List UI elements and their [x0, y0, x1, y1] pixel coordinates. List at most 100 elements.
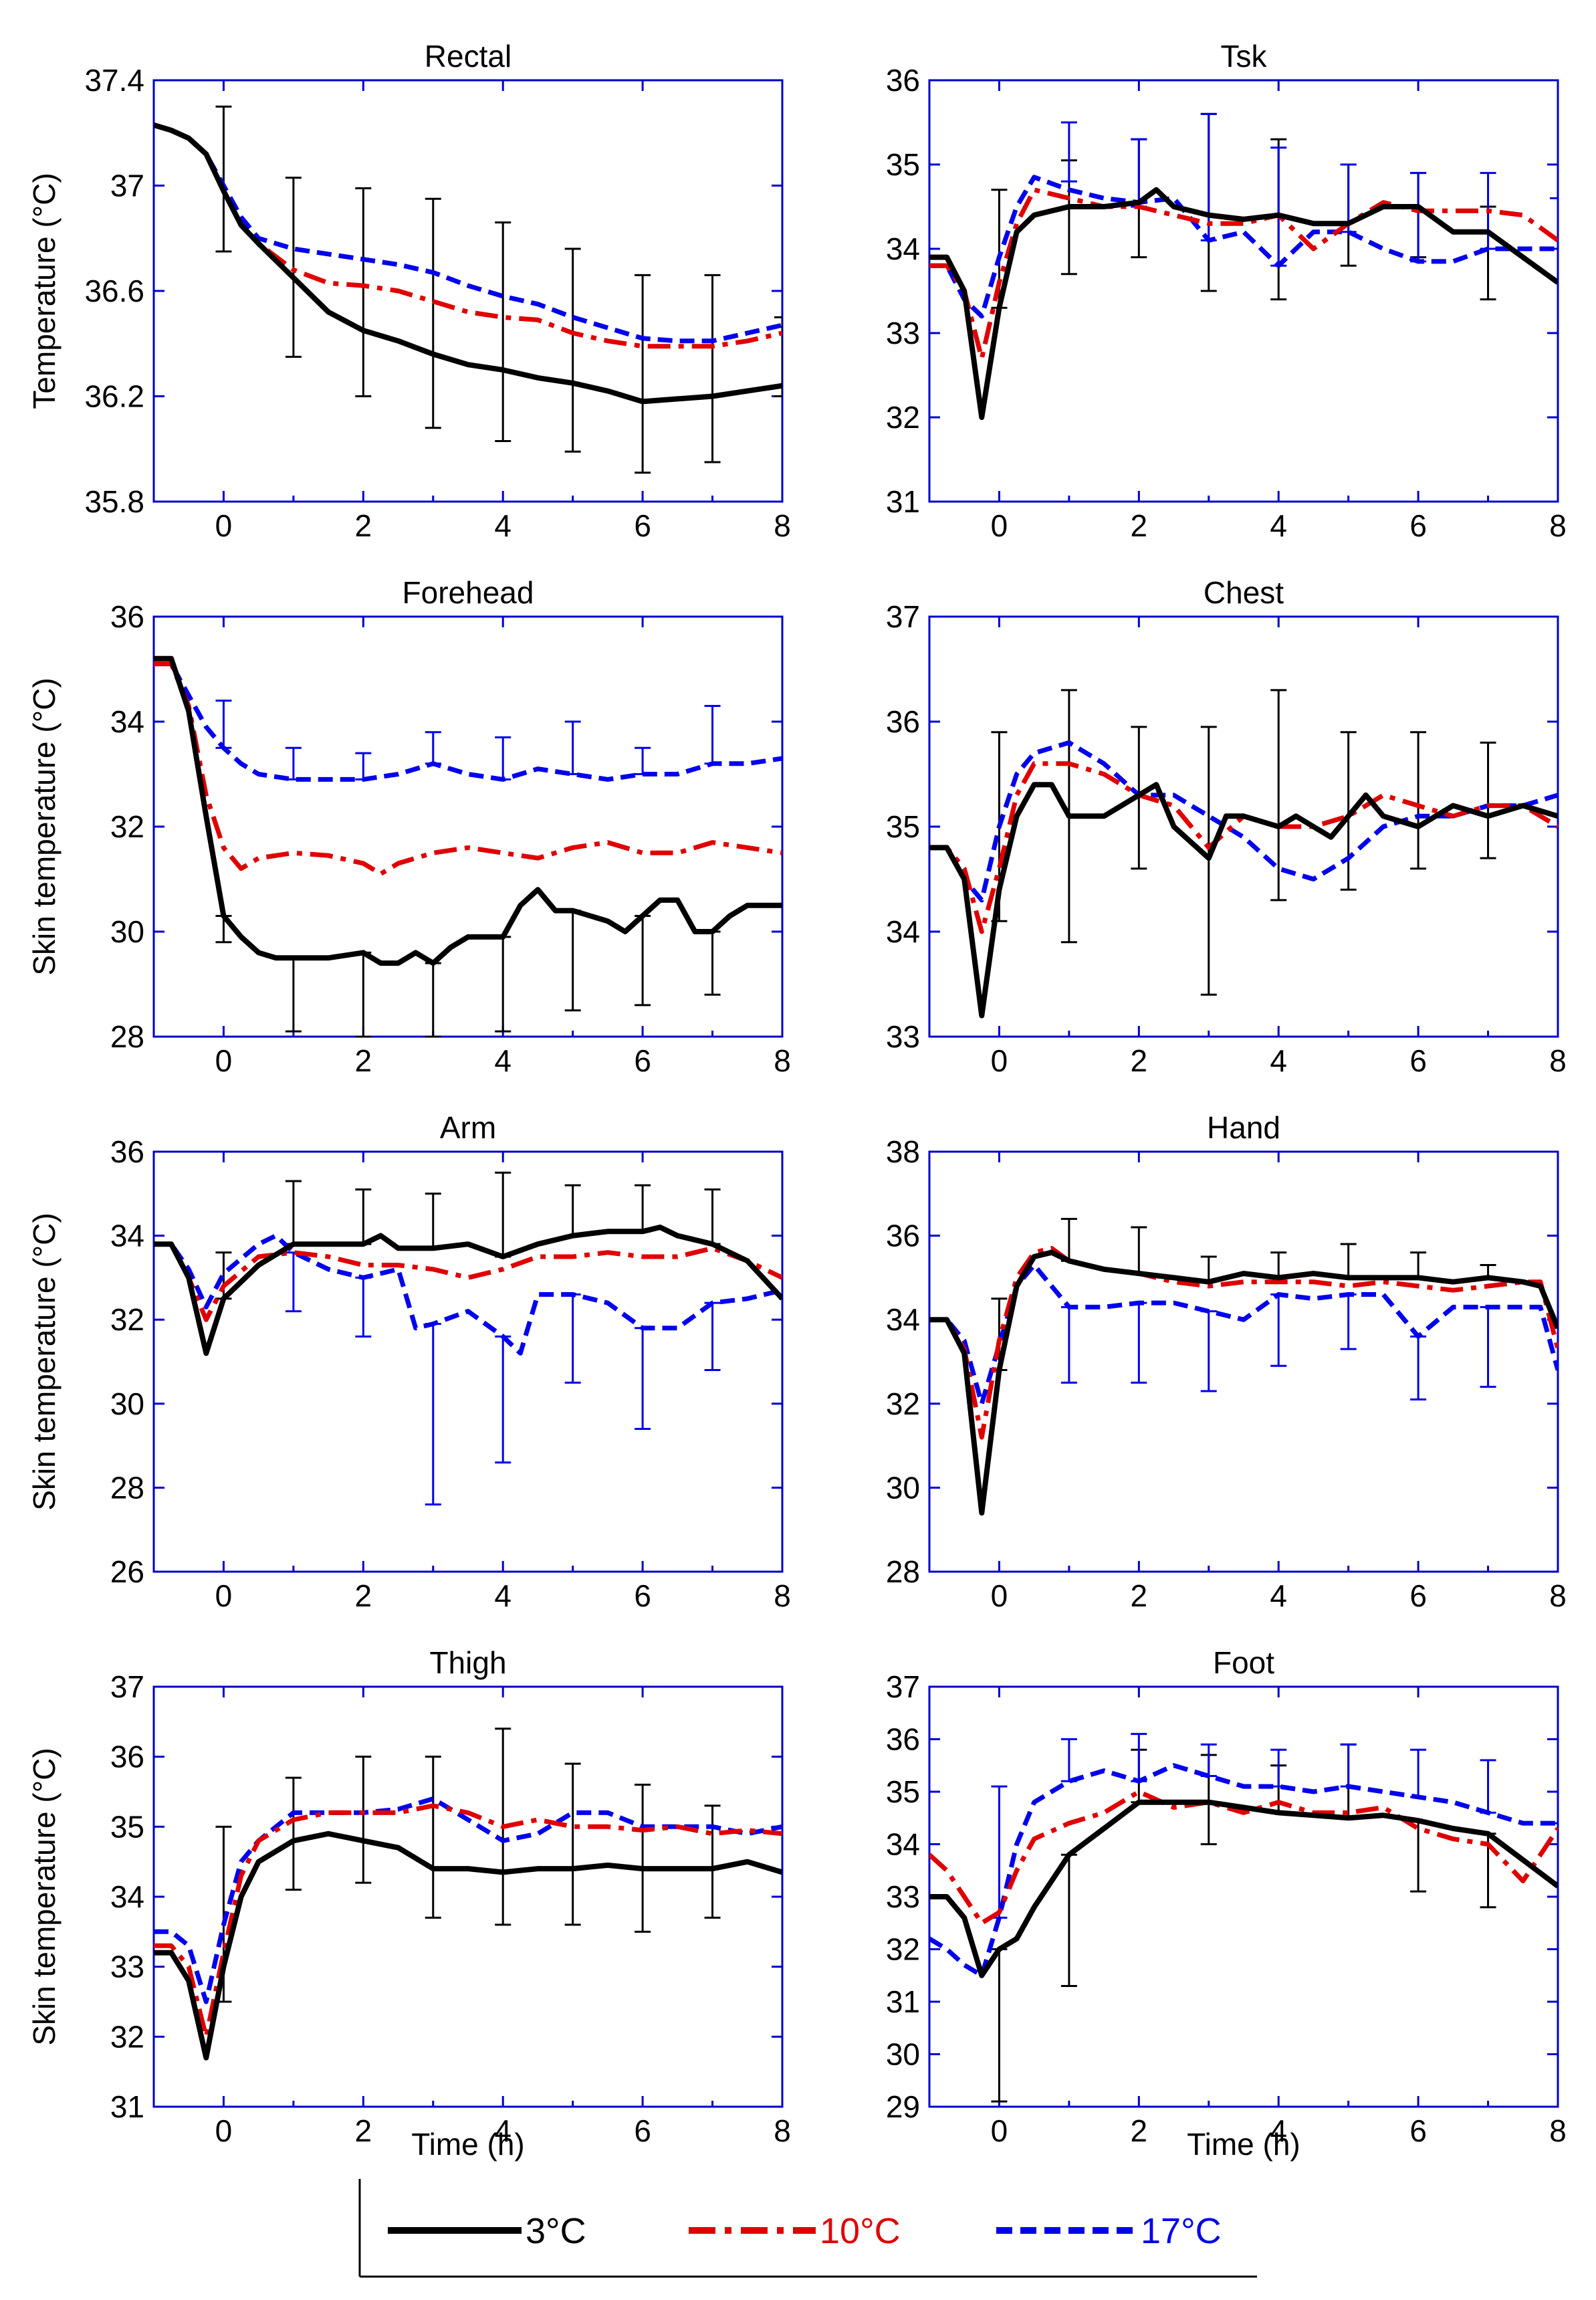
series-line-10c — [929, 1245, 1558, 1440]
x-tick-label: 8 — [774, 508, 791, 543]
plot-frame — [152, 79, 784, 503]
y-tick-label: 34 — [886, 231, 920, 266]
series-line-10c — [929, 187, 1558, 361]
y-tick-label: 31 — [886, 484, 920, 519]
x-tick-label: 2 — [1131, 1043, 1148, 1078]
y-tick-label: 30 — [886, 2037, 920, 2072]
x-tick-label: 6 — [1409, 508, 1427, 543]
y-tick-label: 38 — [886, 1134, 920, 1169]
series-line-17c — [929, 1763, 1558, 1978]
y-tick-label: 26 — [110, 1554, 144, 1589]
y-axis-label: Skin temperature (°C) — [27, 677, 62, 975]
y-tick-label: 32 — [110, 809, 144, 844]
plot-frame — [928, 79, 1559, 503]
y-axis-label: Skin temperature (°C) — [27, 1748, 62, 2045]
x-tick-label: 2 — [355, 508, 372, 543]
y-tick-label: 31 — [110, 2089, 144, 2124]
y-tick-label: 32 — [886, 1386, 920, 1421]
panel-rectal: 0 2 4 6 8 35.8 36.2 36.6 37 37.4 Rectal Temperature… — [27, 39, 791, 543]
y-tick-label: 32 — [886, 400, 920, 435]
x-tick-label: 2 — [1131, 508, 1148, 543]
y-tick-label: 33 — [886, 316, 920, 350]
x-tick-label: 6 — [634, 508, 651, 543]
x-tick-label: 0 — [215, 508, 233, 543]
panels: 0 2 4 6 8 35.8 36.2 36.6 37 37.4 Rectal Temperature… — [27, 39, 1567, 2162]
y-tick-label: 28 — [886, 1554, 920, 1589]
panel-chest: 0 2 4 6 8 33 34 35 36 37 Chest — [886, 575, 1567, 1078]
legend-label-10c: 10°C — [820, 2211, 901, 2251]
y-tick-label: 37.4 — [84, 63, 144, 98]
y-tick-label: 36 — [886, 1219, 920, 1253]
y-tick-label: 36 — [886, 63, 920, 98]
x-tick-label: 0 — [215, 1578, 233, 1613]
x-tick-label: 0 — [991, 1578, 1008, 1613]
plot-frame — [928, 1685, 1559, 2108]
y-tick-label: 33 — [886, 1879, 920, 1914]
series-line-10c — [154, 1241, 782, 1322]
x-tick-label: 2 — [1131, 2113, 1148, 2148]
x-tick-label: 2 — [355, 1043, 372, 1078]
plot-area — [929, 689, 1558, 1019]
panel-hand: 0 2 4 6 8 28 30 32 34 36 38 Hand — [886, 1110, 1567, 1613]
panel-title: Rectal — [425, 39, 511, 74]
y-tick-label: 36.2 — [84, 379, 144, 414]
y-tick-label: 34 — [110, 1879, 144, 1914]
x-tick-label: 4 — [494, 1043, 511, 1078]
y-tick-label: 35.8 — [84, 484, 144, 519]
y-tick-label: 37 — [110, 1669, 144, 1704]
x-tick-label: 4 — [1270, 1578, 1287, 1613]
x-tick-label: 8 — [774, 1043, 791, 1078]
y-tick-label: 32 — [110, 1302, 144, 1337]
x-tick-label: 8 — [1549, 1578, 1567, 1613]
x-tick-label: 8 — [774, 2113, 791, 2148]
panel-arm: 0 2 4 6 8 26 28 30 32 34 36 Arm Skin temperature (°C… — [27, 1110, 791, 1613]
panel-foot: 0 2 4 6 8 29 30 31 32 33 34 35 36 37 Foot Time (h) — [886, 1645, 1567, 2162]
y-axis-label: Temperature (°C) — [27, 173, 62, 409]
series-line-3c — [154, 1831, 782, 2061]
series-line-3c — [154, 655, 782, 966]
x-tick-label: 0 — [215, 1043, 233, 1078]
x-tick-label: 2 — [1131, 1578, 1148, 1613]
y-tick-label: 28 — [110, 1019, 144, 1054]
series-line-17c — [154, 1796, 782, 2004]
legend-label-3c: 3°C — [526, 2211, 586, 2251]
x-axis-label: Time (h) — [411, 2127, 525, 2162]
y-tick-label: 34 — [110, 704, 144, 739]
series-line-10c — [154, 661, 782, 877]
y-tick-label: 28 — [110, 1470, 144, 1505]
plot-area — [154, 1171, 782, 1506]
panel-tsk: 0 2 4 6 8 31 32 33 34 35 36 Tsk — [886, 39, 1567, 543]
x-tick-label: 4 — [494, 508, 511, 543]
y-tick-label: 36.6 — [84, 274, 144, 308]
series-line-10c — [154, 1803, 782, 2039]
x-tick-label: 8 — [774, 1578, 791, 1613]
series-line-3c — [929, 187, 1558, 420]
plot-frame — [152, 1685, 784, 2108]
y-tick-label: 30 — [110, 1386, 144, 1421]
panel-forehead: 0 2 4 6 8 28 30 32 34 36 Forehead Skin temperature … — [27, 575, 791, 1078]
x-tick-label: 0 — [215, 2113, 233, 2148]
plot-frame — [152, 615, 784, 1038]
panel-title: Foot — [1213, 1645, 1274, 1680]
series-line-3c — [154, 122, 782, 405]
x-tick-label: 4 — [494, 2113, 511, 2148]
y-tick-label: 34 — [110, 1219, 144, 1253]
x-tick-label: 6 — [634, 2113, 651, 2148]
x-tick-label: 2 — [355, 2113, 372, 2148]
panel-title: Arm — [440, 1110, 496, 1145]
y-tick-label: 34 — [886, 914, 920, 949]
y-tick-label: 29 — [886, 2089, 920, 2124]
plot-area — [154, 105, 782, 474]
y-tick-label: 34 — [886, 1827, 920, 1862]
series-line-3c — [929, 782, 1558, 1019]
panel-thigh: 0 2 4 6 8 31 32 33 34 35 36 37 Thigh Skin temperature… — [27, 1645, 791, 2162]
y-axis-label: Skin temperature (°C) — [27, 1213, 62, 1510]
x-tick-label: 6 — [1409, 2113, 1427, 2148]
plot-area — [929, 1217, 1558, 1516]
plot-area — [154, 1728, 782, 2061]
series-line-10c — [154, 122, 782, 349]
series-line-17c — [929, 740, 1558, 903]
y-tick-label: 34 — [886, 1302, 920, 1337]
x-tick-label: 4 — [1270, 508, 1287, 543]
